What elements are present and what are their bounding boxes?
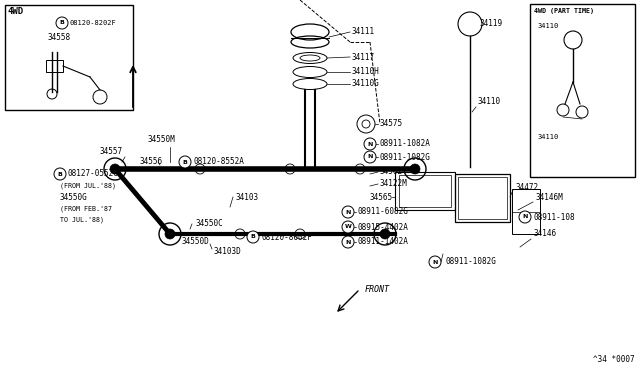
Circle shape <box>54 168 66 180</box>
Text: 08911-1082G: 08911-1082G <box>380 153 431 161</box>
Circle shape <box>374 223 396 245</box>
Text: 34550D: 34550D <box>182 237 210 247</box>
Text: 4WD (PART TIME): 4WD (PART TIME) <box>534 8 594 14</box>
Text: 08911-108: 08911-108 <box>533 212 575 221</box>
Circle shape <box>195 164 205 174</box>
Text: 34110: 34110 <box>538 23 559 29</box>
Circle shape <box>247 231 259 243</box>
Text: 34556: 34556 <box>140 157 163 167</box>
Text: 34122M: 34122M <box>380 180 408 189</box>
Text: 34562: 34562 <box>380 167 403 176</box>
Circle shape <box>380 229 390 239</box>
Text: N: N <box>367 141 372 147</box>
Text: B: B <box>251 234 255 240</box>
Text: N: N <box>432 260 438 264</box>
Bar <box>512 189 540 234</box>
Text: B: B <box>182 160 188 164</box>
Text: 34103D: 34103D <box>213 247 241 257</box>
Text: (FROM JUL.'88): (FROM JUL.'88) <box>60 183 116 189</box>
Text: 08120-8602F: 08120-8602F <box>262 232 313 241</box>
Text: N: N <box>346 240 351 244</box>
Text: 34550C: 34550C <box>195 219 223 228</box>
Text: 34565: 34565 <box>370 192 393 202</box>
Text: 34117: 34117 <box>352 52 375 61</box>
Text: 34111: 34111 <box>352 28 375 36</box>
Text: 34472: 34472 <box>515 183 538 192</box>
Text: 08911-1082G: 08911-1082G <box>445 257 496 266</box>
Bar <box>530 4 635 177</box>
Text: 08911-1402A: 08911-1402A <box>358 237 409 247</box>
Text: W: W <box>344 224 351 230</box>
Text: 08911-6082G: 08911-6082G <box>358 208 409 217</box>
Circle shape <box>342 221 354 233</box>
Text: 34110: 34110 <box>478 97 501 106</box>
Text: 08915-4402A: 08915-4402A <box>358 222 409 231</box>
Circle shape <box>342 206 354 218</box>
Text: N: N <box>522 215 528 219</box>
Text: 34110G: 34110G <box>352 80 380 89</box>
Text: 34119: 34119 <box>480 19 503 29</box>
Bar <box>395 172 455 210</box>
Circle shape <box>165 229 175 239</box>
Circle shape <box>364 138 376 150</box>
Text: 34550G: 34550G <box>60 192 88 202</box>
Text: 08120-8202F: 08120-8202F <box>70 20 116 26</box>
Circle shape <box>410 164 420 174</box>
Circle shape <box>179 156 191 168</box>
Text: 34558: 34558 <box>48 32 71 42</box>
Circle shape <box>362 120 370 128</box>
Text: 34557: 34557 <box>100 148 123 157</box>
Bar <box>5 5 133 110</box>
Circle shape <box>285 164 295 174</box>
Bar <box>46 60 63 72</box>
Bar <box>458 177 507 219</box>
Text: 08911-1082A: 08911-1082A <box>380 140 431 148</box>
Text: ^34 *0007: ^34 *0007 <box>593 355 635 364</box>
Circle shape <box>235 229 245 239</box>
Text: (FROM FEB.'87: (FROM FEB.'87 <box>60 206 112 212</box>
Text: 34146: 34146 <box>533 230 556 238</box>
Text: 08127-0552G: 08127-0552G <box>68 170 119 179</box>
Text: N: N <box>346 209 351 215</box>
Circle shape <box>295 229 305 239</box>
Text: 34103: 34103 <box>235 192 258 202</box>
Text: 34146M: 34146M <box>535 192 563 202</box>
Text: FRONT: FRONT <box>365 285 390 294</box>
Text: 4WD: 4WD <box>8 6 24 16</box>
Bar <box>455 174 510 222</box>
Circle shape <box>404 158 426 180</box>
Text: N: N <box>367 154 372 160</box>
Text: B: B <box>60 20 65 26</box>
Text: 34550M: 34550M <box>148 135 176 144</box>
Text: TO JUL.'88): TO JUL.'88) <box>60 217 104 223</box>
Text: 08120-8552A: 08120-8552A <box>193 157 244 167</box>
Circle shape <box>355 164 365 174</box>
Circle shape <box>519 211 531 223</box>
Text: 34110: 34110 <box>538 134 559 140</box>
Circle shape <box>429 256 441 268</box>
Text: 34110H: 34110H <box>352 67 380 77</box>
Circle shape <box>104 158 126 180</box>
Circle shape <box>364 151 376 163</box>
Text: 34575: 34575 <box>380 119 403 128</box>
Circle shape <box>159 223 181 245</box>
Circle shape <box>56 17 68 29</box>
Circle shape <box>342 236 354 248</box>
Bar <box>399 175 451 207</box>
Circle shape <box>110 164 120 174</box>
Text: B: B <box>58 171 63 176</box>
